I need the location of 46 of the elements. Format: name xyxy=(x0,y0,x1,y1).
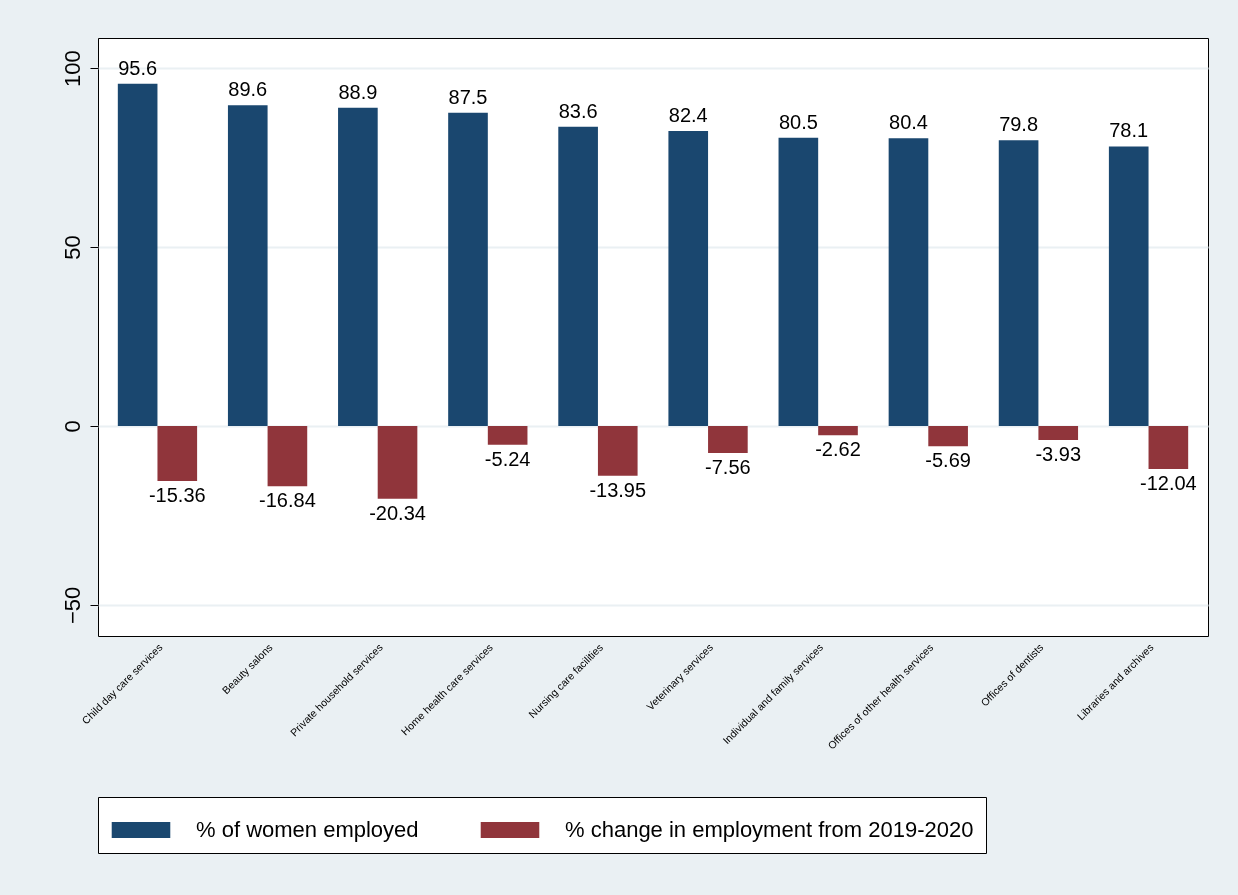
data-label: -3.93 xyxy=(1035,442,1082,465)
data-label: -5.69 xyxy=(925,449,971,472)
y-tick-label: 50 xyxy=(59,235,85,260)
bar xyxy=(708,425,748,453)
bar xyxy=(1148,425,1189,470)
legend-label: % of women employed xyxy=(196,817,419,842)
bar xyxy=(888,138,929,426)
legend-label: % change in employment from 2019-2020 xyxy=(565,817,974,842)
data-label: -20.34 xyxy=(369,501,426,524)
bar xyxy=(668,131,709,426)
bar xyxy=(998,140,1039,426)
bar xyxy=(448,112,488,426)
bar xyxy=(267,425,308,487)
data-label: 87.5 xyxy=(448,85,488,108)
y-tick-label: 100 xyxy=(59,50,85,87)
data-label: -5.24 xyxy=(484,447,531,470)
data-label: 79.8 xyxy=(999,113,1039,136)
bar xyxy=(117,83,158,426)
data-label: 83.6 xyxy=(558,99,598,122)
bar xyxy=(1038,425,1079,440)
data-label: 82.4 xyxy=(668,104,708,127)
data-label: -7.56 xyxy=(705,455,751,478)
bar xyxy=(157,425,198,481)
data-label: 78.1 xyxy=(1109,119,1149,142)
bar xyxy=(227,105,268,426)
bar xyxy=(778,137,819,426)
bar xyxy=(597,425,638,476)
y-tick-label: 0 xyxy=(59,420,85,433)
data-label: 80.5 xyxy=(778,110,818,133)
data-label: 80.4 xyxy=(889,111,928,134)
data-label: 88.9 xyxy=(338,80,378,103)
bar xyxy=(818,425,858,436)
data-label: -2.62 xyxy=(815,438,861,461)
data-label: -16.84 xyxy=(259,489,316,512)
bar xyxy=(377,425,418,499)
bar xyxy=(487,425,528,445)
bar xyxy=(928,425,968,447)
data-label: -12.04 xyxy=(1140,472,1197,495)
data-label: -15.36 xyxy=(148,483,206,506)
data-label: 95.6 xyxy=(118,56,158,79)
y-tick-label: −50 xyxy=(59,586,85,625)
bar xyxy=(1108,146,1149,426)
bar xyxy=(338,107,378,426)
data-label: 89.6 xyxy=(228,78,268,101)
bar xyxy=(558,126,598,426)
data-label: -13.95 xyxy=(589,478,647,501)
